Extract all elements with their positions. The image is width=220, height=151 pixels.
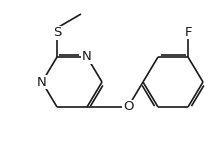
Text: N: N — [82, 50, 92, 64]
Text: N: N — [37, 76, 47, 88]
Text: O: O — [123, 101, 133, 114]
Text: F: F — [184, 26, 192, 39]
Text: S: S — [53, 26, 61, 40]
